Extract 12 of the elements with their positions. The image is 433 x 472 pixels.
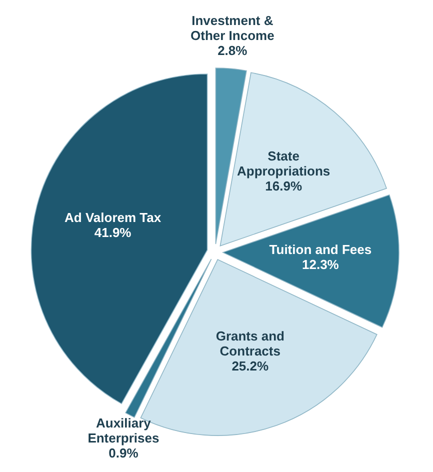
data-label: 12.3% [302, 257, 340, 272]
data-label: 41.9% [94, 224, 132, 240]
slice-label: Auxiliary Enterprises [88, 416, 160, 446]
slice-label: State Appropriations [236, 148, 330, 179]
data-label: 2.8% [218, 42, 248, 58]
slice-label: Tuition and Fees [269, 242, 372, 258]
data-label: 25.2% [232, 358, 270, 374]
data-label: 0.9% [108, 446, 139, 461]
slice-label: Grants and Contracts [216, 328, 285, 359]
slice-label: Ad Valorem Tax [64, 210, 162, 225]
data-label: 16.9% [265, 178, 302, 194]
slice-label: Investment & Other Income [190, 12, 274, 43]
